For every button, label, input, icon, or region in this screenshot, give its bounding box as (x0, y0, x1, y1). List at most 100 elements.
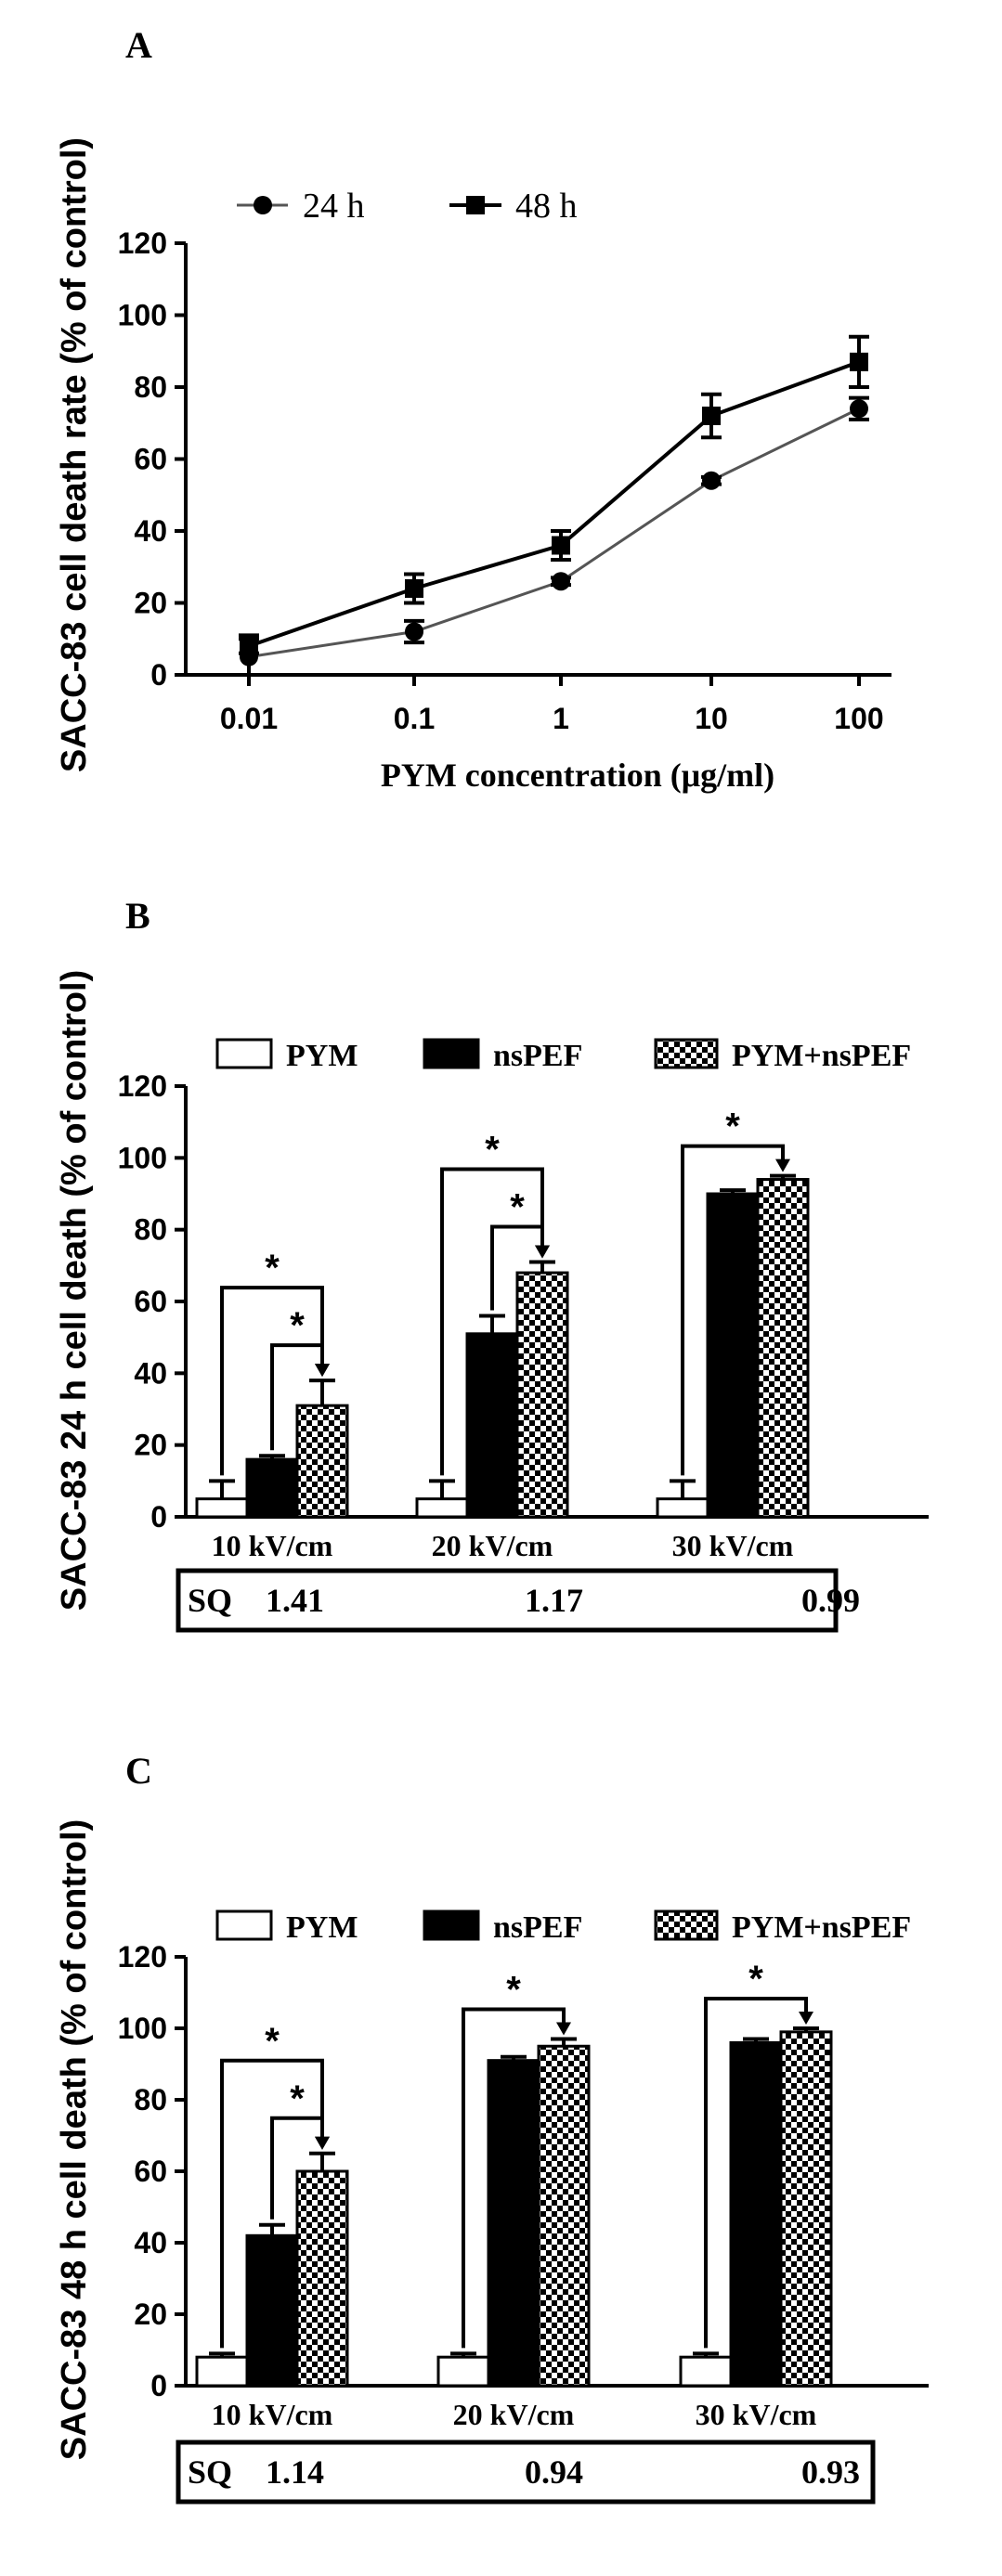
significance-bracket (681, 1144, 785, 1476)
data-point (552, 572, 570, 591)
x-axis-ticks-a: 0.01 0.1 1 10 100 (220, 675, 884, 735)
y-tick-label: 20 (134, 2298, 167, 2331)
legend-label-pym-nspef: PYM+nsPEF (732, 1039, 911, 1073)
legend-swatch-pym (215, 1909, 273, 1941)
legend-label-nspef: nsPEF (493, 1910, 582, 1945)
legend-marker-24h (254, 196, 272, 214)
x-tick-label: 100 (834, 702, 883, 735)
sq-value: 0.94 (525, 2453, 583, 2491)
bar-pym (436, 2355, 490, 2388)
significance-bracket (704, 1997, 808, 2349)
bar-pym-nspef (756, 1178, 810, 1519)
significance-bracket (220, 2058, 324, 2349)
x-tick-label: 0.1 (394, 702, 435, 735)
bar-pym (195, 2355, 249, 2388)
x-category-label: 30 kV/cm (672, 1529, 794, 1562)
panel-letter-c: C (125, 1750, 152, 1792)
y-tick-label: 80 (134, 1213, 167, 1247)
bar-nspef (487, 2059, 540, 2388)
y-tick-label: 40 (134, 2226, 167, 2259)
y-tick-label: 80 (134, 370, 167, 404)
legend-label-48h: 48 h (515, 187, 578, 226)
legend-a: 24 h 48 h (237, 187, 578, 226)
panel-c: C SACC-83 48 h cell death (% of control)… (55, 1750, 929, 2505)
sq-label: SQ (188, 2453, 232, 2491)
y-tick-label: 0 (150, 658, 167, 692)
y-axis-label-a: SACC-83 cell death rate (% of control) (55, 137, 94, 772)
legend-c: PYM nsPEF PYM+nsPEF (215, 1909, 911, 1945)
y-axis-label-b: SACC-83 24 h cell death (% of control) (55, 970, 94, 1611)
panel-b: B SACC-83 24 h cell death (% of control)… (55, 895, 929, 1633)
significance-star: * (506, 1970, 521, 2011)
significance-bracket (270, 2116, 324, 2220)
legend-swatch-pym-nspef (654, 1909, 719, 1941)
bar-pym-nspef (295, 2169, 349, 2388)
legend-b: PYM nsPEF PYM+nsPEF (215, 1038, 911, 1073)
significance-bracket (490, 1224, 544, 1311)
legend-label-pym: PYM (286, 1910, 358, 1945)
sq-box-c: SQ 1.14 0.94 0.93 (176, 2440, 876, 2505)
significance-star: * (510, 1186, 525, 1227)
legend-label-pym: PYM (286, 1039, 358, 1073)
sq-box-border (176, 2440, 876, 2505)
y-tick-label: 120 (118, 227, 167, 260)
significance-arrowhead (315, 2136, 330, 2150)
significance-arrowhead (799, 2012, 813, 2025)
significance-bracket (220, 1286, 324, 1476)
y-tick-label: 100 (118, 1141, 167, 1174)
bar-pym (656, 1497, 709, 1519)
data-point (850, 352, 868, 371)
data-point (405, 579, 423, 598)
legend-swatch-pym (215, 1038, 273, 1069)
y-tick-label: 60 (134, 443, 167, 476)
plot-area-c: 0 20 40 60 80 100 120 10 kV/cm 20 kV/cm 30 kV/cm *… (118, 1940, 929, 2431)
bar-nspef (465, 1332, 519, 1519)
y-axis-ticks-a: 0 20 40 60 80 100 120 (118, 227, 188, 692)
significance-star: * (748, 1959, 763, 2000)
sq-box-border (176, 1568, 839, 1633)
plot-area-a (186, 334, 891, 677)
x-tick-label: 1 (553, 702, 569, 735)
significance-bracket (462, 2007, 566, 2349)
significance-star: * (265, 1248, 280, 1288)
bar-nspef (245, 1457, 299, 1519)
sq-value: 0.99 (801, 1582, 860, 1619)
y-tick-label: 120 (118, 1069, 167, 1103)
y-tick-label: 40 (134, 1356, 167, 1390)
y-tick-label: 120 (118, 1940, 167, 1974)
significance-star: * (485, 1129, 500, 1170)
significance-star: * (290, 2078, 305, 2119)
data-point (552, 536, 570, 555)
x-tick-label: 0.01 (220, 702, 278, 735)
sq-value: 1.14 (266, 2453, 324, 2491)
bar-nspef (729, 2040, 783, 2388)
bar-pym (679, 2355, 733, 2388)
y-tick-label: 60 (134, 2155, 167, 2188)
significance-arrowhead (315, 1364, 330, 1378)
y-axis-label-c: SACC-83 48 h cell death (% of control) (55, 1819, 94, 2460)
legend-swatch-nspef (423, 1038, 480, 1069)
x-category-label: 20 kV/cm (432, 1529, 553, 1562)
panel-a: A SACC-83 cell death rate (% of control)… (55, 24, 891, 794)
legend-label-24h: 24 h (303, 187, 365, 226)
panel-letter-b: B (125, 895, 150, 937)
panel-letter-a: A (125, 24, 152, 66)
x-tick-label: 10 (695, 702, 728, 735)
bar-nspef (245, 2233, 299, 2388)
plot-area-b: 0 20 40 60 80 100 120 10 kV/cm 20 kV/cm 30 kV/cm *… (118, 1069, 929, 1562)
significance-star: * (725, 1107, 740, 1147)
bar-pym (415, 1497, 469, 1519)
x-category-label: 30 kV/cm (696, 2398, 817, 2431)
y-tick-label: 100 (118, 299, 167, 332)
y-tick-label: 0 (150, 1500, 167, 1534)
bar-pym-nspef (537, 2044, 591, 2388)
y-tick-label: 20 (134, 1429, 167, 1462)
x-category-label: 10 kV/cm (212, 2398, 333, 2431)
y-tick-label: 100 (118, 2012, 167, 2045)
significance-arrowhead (556, 2022, 571, 2036)
y-tick-label: 20 (134, 587, 167, 620)
y-tick-label: 60 (134, 1285, 167, 1318)
series-line-48h (248, 359, 860, 648)
bar-pym-nspef (295, 1404, 349, 1519)
